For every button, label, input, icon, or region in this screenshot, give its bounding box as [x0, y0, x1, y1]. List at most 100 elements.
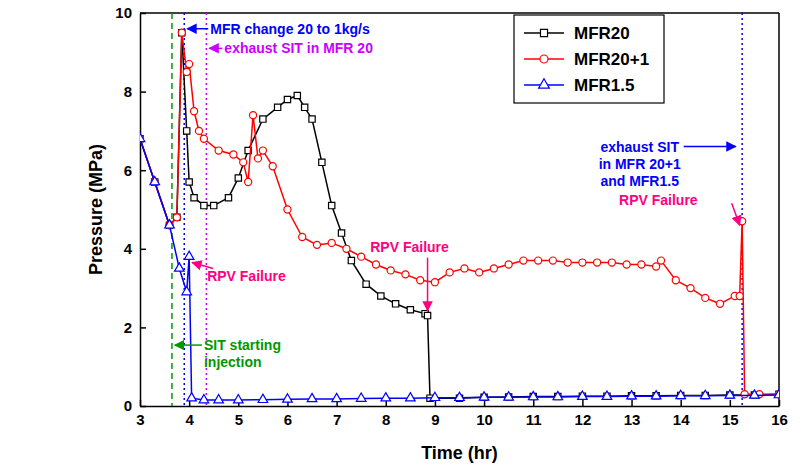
marker: [230, 151, 237, 158]
tick: 2: [124, 319, 146, 336]
tick-mark: [730, 400, 732, 406]
marker: [195, 127, 202, 134]
marker: [520, 257, 527, 264]
tick-label: 14: [673, 411, 690, 428]
marker: [372, 261, 379, 268]
marker: [187, 393, 197, 401]
marker: [175, 263, 185, 271]
tick-label: 15: [722, 411, 739, 428]
marker: [657, 257, 664, 264]
tick: 13: [624, 400, 641, 428]
marker: [294, 92, 300, 98]
marker: [638, 261, 645, 268]
marker: [150, 176, 160, 184]
marker: [363, 281, 369, 287]
marker: [215, 147, 222, 154]
legend-label: MFR20: [574, 24, 630, 43]
tick-mark: [680, 400, 682, 406]
marker: [505, 261, 512, 268]
tick: 5: [235, 400, 243, 428]
marker: [179, 29, 185, 35]
marker: [651, 391, 661, 399]
chart: 3456789101112131415160246810MFR20MFR20+1…: [0, 0, 809, 475]
marker: [186, 179, 192, 185]
marker: [392, 301, 398, 307]
tick-mark: [140, 327, 146, 329]
marker: [378, 293, 384, 299]
annotation-arrow: [209, 48, 222, 50]
marker: [343, 245, 350, 252]
data-area: [140, 13, 779, 406]
axis-line: [141, 406, 780, 408]
legend: MFR20 MFR20+1 MFR1.5: [514, 15, 664, 103]
tick-mark: [582, 400, 584, 406]
annotation-arrow: [187, 28, 208, 30]
marker: [528, 391, 538, 399]
marker: [700, 390, 710, 398]
marker: [741, 391, 748, 398]
annotations: MFR change 20 to 1kg/sexhaust SIT in MFR…: [175, 21, 740, 370]
marker: [260, 116, 266, 122]
legend-label: MFR1.5: [574, 76, 634, 95]
marker: [602, 391, 612, 399]
marker: [623, 261, 630, 268]
series-line: [140, 139, 779, 400]
annotation-text: MFR change 20 to 1kg/s: [210, 21, 370, 37]
annotation-text: exhaust SIT: [600, 139, 679, 155]
marker: [381, 393, 391, 401]
tick-label: 9: [431, 411, 439, 428]
marker: [165, 220, 175, 228]
y-axis: 0246810: [115, 4, 146, 414]
marker: [348, 257, 354, 263]
tick-mark: [140, 249, 146, 251]
tick: 0: [124, 397, 146, 414]
tick-label: 11: [526, 411, 542, 428]
marker: [476, 269, 483, 276]
marker: [240, 159, 247, 166]
tick-mark: [631, 400, 633, 406]
legend-marker: [539, 79, 550, 88]
tick: 9: [431, 400, 439, 428]
marker: [329, 202, 335, 208]
tick: 6: [284, 400, 292, 428]
marker: [200, 135, 207, 142]
marker: [553, 391, 563, 399]
frame: [140, 12, 779, 14]
marker: [307, 393, 317, 401]
tick-label: 7: [333, 411, 341, 428]
marker: [430, 392, 440, 400]
marker: [407, 307, 413, 313]
marker: [461, 265, 468, 272]
tick-label: 4: [185, 411, 194, 428]
tick-mark: [140, 406, 146, 408]
marker: [313, 241, 320, 248]
marker: [332, 393, 342, 401]
marker: [184, 251, 194, 259]
marker: [676, 390, 686, 398]
marker: [284, 96, 290, 102]
marker: [258, 394, 268, 402]
axis-line: [140, 14, 142, 407]
series-line: [140, 33, 779, 398]
marker: [594, 259, 601, 266]
tick: 4: [124, 240, 146, 257]
marker: [249, 112, 256, 119]
marker: [750, 390, 760, 398]
legend-label: MFR20+1: [574, 50, 649, 69]
tick: 6: [124, 162, 146, 179]
tick: 14: [673, 400, 690, 428]
legend-marker: [540, 55, 548, 63]
marker: [608, 259, 615, 266]
marker: [309, 116, 315, 122]
marker: [245, 178, 252, 185]
marker: [446, 269, 453, 276]
tick: 15: [722, 400, 739, 428]
marker: [201, 202, 207, 208]
marker: [235, 175, 241, 181]
annotation-arrow: [684, 146, 736, 148]
tick-label: 8: [382, 411, 390, 428]
tick-label: 13: [624, 411, 641, 428]
marker: [183, 68, 190, 75]
y-axis-title: Pressure (MPa): [86, 144, 106, 275]
tick-label: 12: [575, 411, 592, 428]
